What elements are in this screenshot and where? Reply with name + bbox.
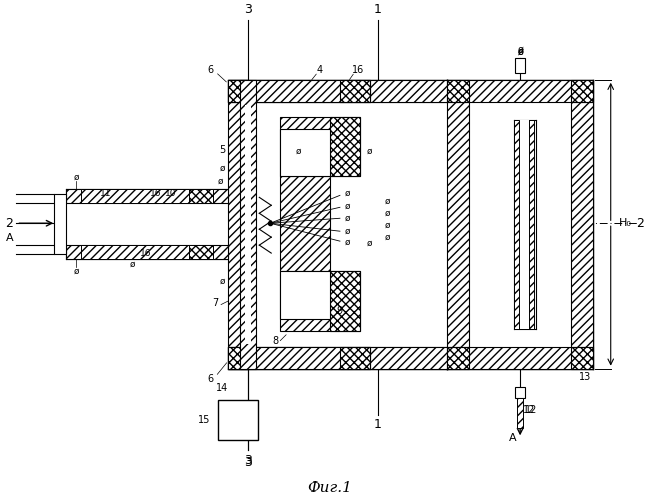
Bar xyxy=(280,116,360,176)
Bar xyxy=(280,128,330,176)
Text: 13: 13 xyxy=(579,372,591,382)
Text: ø: ø xyxy=(367,147,372,156)
Text: ø: ø xyxy=(385,232,390,241)
Bar xyxy=(229,80,370,102)
Text: ø: ø xyxy=(74,266,79,276)
Bar xyxy=(340,80,370,102)
Bar xyxy=(245,105,251,344)
Bar xyxy=(571,80,593,102)
Text: 9: 9 xyxy=(337,306,343,316)
Bar xyxy=(517,398,523,428)
Text: 3: 3 xyxy=(244,3,253,16)
Bar xyxy=(447,80,593,102)
Bar xyxy=(229,346,447,368)
Text: 6: 6 xyxy=(208,374,214,384)
Text: 4: 4 xyxy=(317,65,323,75)
Text: A: A xyxy=(6,233,14,243)
Bar xyxy=(340,346,370,368)
Text: 12: 12 xyxy=(525,406,538,415)
Bar xyxy=(447,346,593,368)
Text: ø: ø xyxy=(517,47,523,57)
Bar xyxy=(529,120,534,329)
Text: ø: ø xyxy=(345,202,350,211)
Text: ø: ø xyxy=(296,147,301,156)
Bar xyxy=(447,346,469,368)
Text: 16: 16 xyxy=(352,65,364,75)
Text: ø: ø xyxy=(385,220,390,230)
Text: 15: 15 xyxy=(198,416,210,426)
Bar xyxy=(280,271,330,319)
Text: ø: ø xyxy=(385,197,390,206)
Text: 3: 3 xyxy=(244,456,253,469)
Text: ø: ø xyxy=(219,164,225,173)
Bar xyxy=(219,400,258,440)
Bar xyxy=(571,346,593,368)
Bar xyxy=(229,80,248,102)
Bar xyxy=(447,80,469,102)
Bar xyxy=(514,120,519,329)
Text: ø: ø xyxy=(345,214,350,223)
Text: A: A xyxy=(508,434,516,444)
Bar xyxy=(54,194,66,254)
Text: ø: ø xyxy=(345,238,350,246)
Text: 12: 12 xyxy=(523,406,536,415)
Text: 2: 2 xyxy=(5,216,14,230)
Bar xyxy=(229,346,248,368)
Text: 8: 8 xyxy=(272,336,278,345)
Text: 1: 1 xyxy=(374,3,381,16)
Bar xyxy=(240,80,256,368)
Bar xyxy=(280,271,360,331)
Text: Фиг.1: Фиг.1 xyxy=(307,481,352,495)
Text: ø: ø xyxy=(74,173,79,182)
Bar xyxy=(66,245,229,259)
Text: ø: ø xyxy=(219,276,225,285)
Bar xyxy=(229,80,248,102)
Bar xyxy=(229,80,447,102)
Text: ø: ø xyxy=(385,209,390,218)
Text: 2: 2 xyxy=(637,216,644,230)
Bar xyxy=(469,102,571,346)
Bar xyxy=(571,102,593,346)
Bar xyxy=(81,190,189,203)
Bar xyxy=(519,120,529,329)
Bar xyxy=(189,190,214,203)
Text: 5: 5 xyxy=(219,144,226,154)
Bar xyxy=(66,190,229,203)
Bar xyxy=(229,346,248,368)
Bar xyxy=(66,204,229,245)
Text: ø: ø xyxy=(130,260,135,268)
Bar xyxy=(229,346,370,368)
Text: 10: 10 xyxy=(165,189,176,198)
Bar xyxy=(290,176,330,271)
Text: 16: 16 xyxy=(140,248,152,258)
Text: H₀: H₀ xyxy=(618,218,631,228)
Bar xyxy=(229,102,447,346)
Bar xyxy=(515,58,525,73)
Text: 7: 7 xyxy=(212,298,219,308)
Bar xyxy=(447,102,469,346)
Text: 16: 16 xyxy=(150,189,161,198)
Bar xyxy=(330,271,360,331)
Bar xyxy=(229,80,248,368)
Bar xyxy=(81,245,189,259)
Text: ø: ø xyxy=(345,189,350,198)
Text: 3: 3 xyxy=(244,454,253,467)
Text: ø: ø xyxy=(367,238,372,248)
Text: ø: ø xyxy=(517,47,523,57)
Text: ø: ø xyxy=(517,45,523,55)
Text: 11: 11 xyxy=(100,189,112,198)
Bar xyxy=(330,116,360,176)
Bar xyxy=(280,176,330,271)
Text: 6: 6 xyxy=(208,65,214,75)
Text: 1: 1 xyxy=(374,418,381,432)
Text: ø: ø xyxy=(345,226,350,235)
Bar xyxy=(189,245,214,259)
Text: ø: ø xyxy=(217,177,223,186)
Bar xyxy=(515,386,525,398)
Text: 14: 14 xyxy=(216,384,229,394)
